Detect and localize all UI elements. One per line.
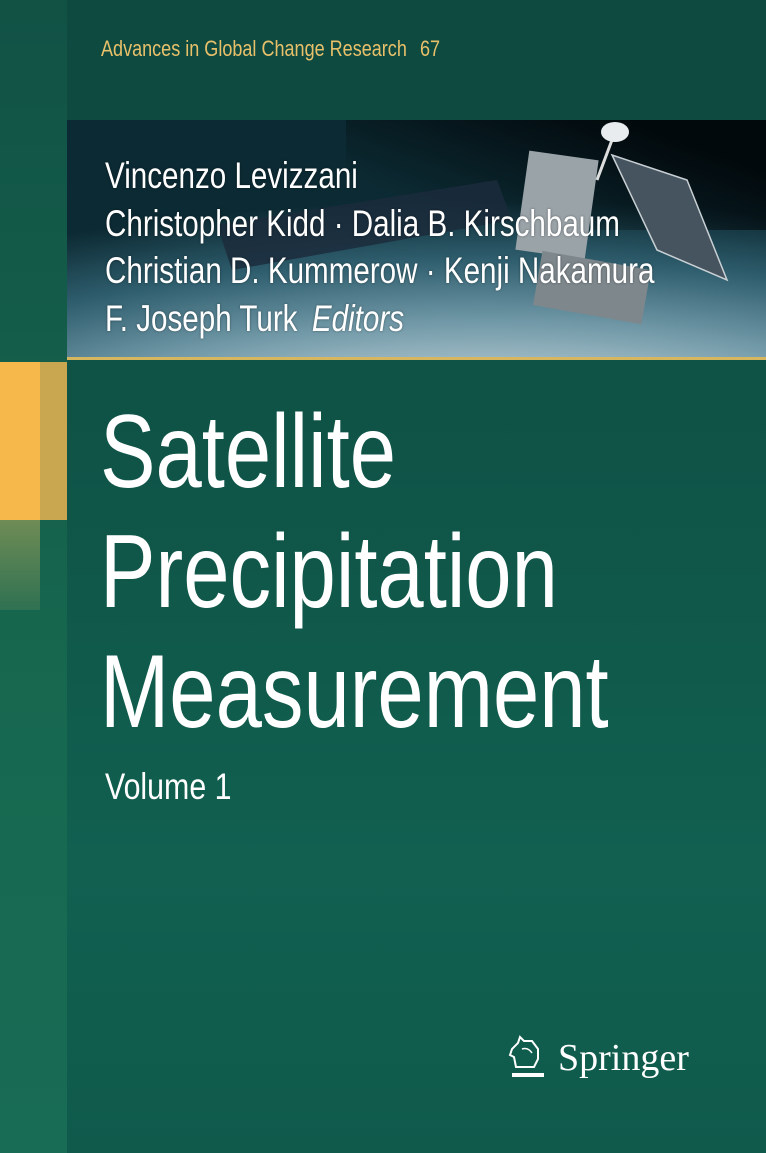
olive-accent-block <box>0 520 40 610</box>
editor-line: Christopher Kidd · Dalia B. Kirschbaum <box>105 202 620 244</box>
series-number: 67 <box>419 36 441 61</box>
series-header-band <box>67 0 766 120</box>
title-line: Satellite <box>100 394 396 510</box>
editor-line: Christian D. Kummerow · Kenji Nakamura <box>105 250 655 291</box>
title-line: Measurement <box>100 634 609 750</box>
earth-satellite-photo <box>67 120 766 357</box>
editor-line: F. Joseph Turk Editors <box>105 295 654 343</box>
publisher-logo: Springer <box>508 1035 689 1081</box>
springer-horse-icon <box>508 1035 544 1077</box>
editors-list: Vincenzo Levizzani Christopher Kidd · Da… <box>105 152 654 342</box>
volume-label: Volume 1 <box>105 766 232 807</box>
gold-accent-block <box>0 362 40 520</box>
editor-name: F. Joseph Turk <box>105 297 298 339</box>
book-title: Satellite Precipitation Measurement <box>100 392 609 752</box>
series-name: Advances in Global Change Research <box>101 36 407 61</box>
gold-divider-line <box>67 357 766 360</box>
gold-accent-block-secondary <box>40 362 67 520</box>
editor-line: Vincenzo Levizzani <box>105 155 358 196</box>
title-line: Precipitation <box>100 514 558 630</box>
publisher-name: Springer <box>558 1037 689 1079</box>
editors-label: Editors <box>311 297 405 339</box>
series-title: Advances in Global Change Research 67 <box>101 36 440 62</box>
satellite-illustration <box>217 122 729 325</box>
